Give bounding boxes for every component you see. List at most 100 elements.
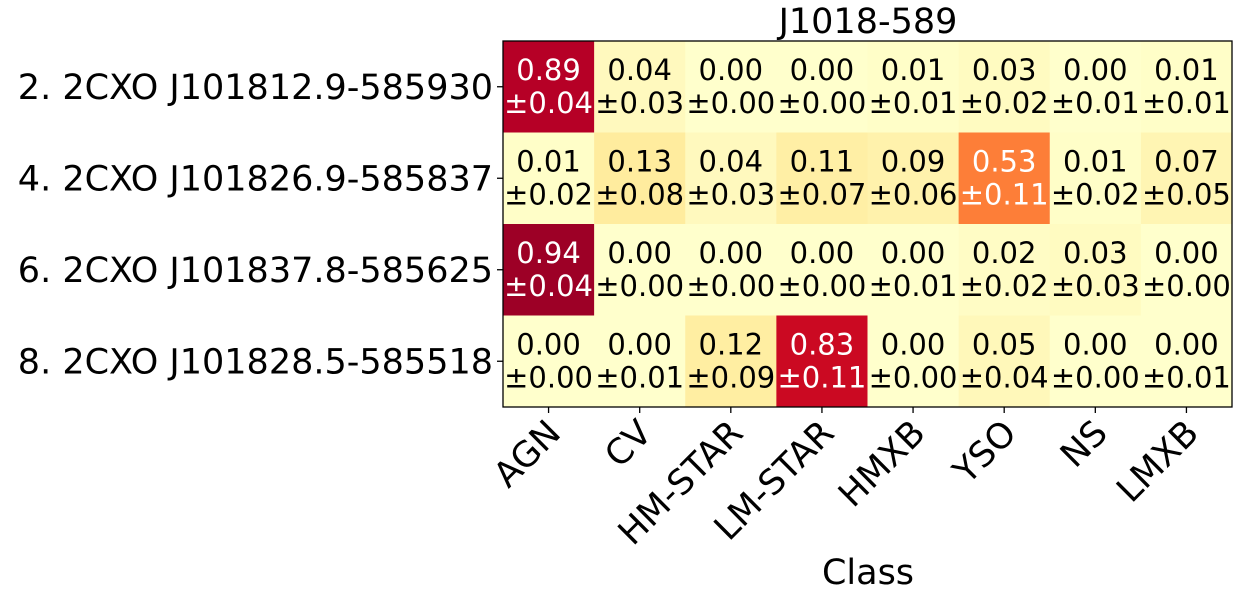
cell-error-label: ±0.00	[1051, 361, 1140, 395]
cell-error-label: ±0.01	[869, 86, 958, 120]
cell-value-label: 0.00	[699, 236, 764, 270]
heatmap-cell	[1140, 315, 1233, 408]
x-tick-label: YSO	[945, 413, 1024, 492]
cell-value-label: 0.00	[790, 236, 855, 270]
heatmap-cell	[867, 132, 960, 225]
cell-error-label: ±0.09	[686, 361, 775, 395]
cell-value-label: 0.07	[1154, 145, 1219, 179]
cell-error-label: ±0.02	[960, 269, 1049, 303]
cell-error-label: ±0.04	[504, 269, 593, 303]
cell-error-label: ±0.03	[1051, 269, 1140, 303]
cell-error-label: ±0.00	[778, 86, 867, 120]
cell-error-label: ±0.01	[595, 361, 684, 395]
cell-value-label: 0.00	[1154, 328, 1219, 362]
cell-value-label: 0.00	[881, 328, 946, 362]
cell-error-label: ±0.00	[595, 269, 684, 303]
heatmap-cell	[958, 315, 1051, 408]
cell-value-label: 0.01	[1154, 53, 1219, 87]
heatmap-cell	[958, 224, 1051, 316]
cell-error-label: ±0.01	[1142, 86, 1231, 120]
heatmap-cells: 0.89±0.040.04±0.030.00±0.000.00±0.000.01…	[503, 41, 1233, 408]
cell-value-label: 0.01	[516, 145, 581, 179]
cell-value-label: 0.11	[790, 145, 855, 179]
heatmap-cell	[1049, 132, 1142, 225]
heatmap-cell	[503, 224, 595, 316]
cell-error-label: ±0.05	[1142, 178, 1231, 212]
x-axis-label: Class	[822, 553, 914, 593]
heatmap-cell	[594, 132, 686, 225]
cell-value-label: 0.94	[516, 236, 581, 270]
y-tick-label: 8. 2CXO J101828.5-585518	[18, 342, 493, 382]
plot-frame	[502, 40, 1233, 408]
cell-value-label: 0.05	[972, 328, 1037, 362]
heatmap-cell	[503, 315, 595, 408]
y-tick-label: 2. 2CXO J101812.9-585930	[18, 68, 493, 108]
heatmap-cell	[958, 132, 1051, 225]
cell-value-label: 0.00	[607, 328, 672, 362]
heatmap-cell	[503, 132, 595, 225]
cell-error-label: ±0.06	[869, 178, 958, 212]
heatmap-cell	[685, 224, 777, 316]
cell-error-label: ±0.02	[504, 178, 593, 212]
cell-error-label: ±0.00	[869, 361, 958, 395]
cell-value-label: 0.00	[1154, 236, 1219, 270]
cell-value-label: 0.00	[699, 53, 764, 87]
cell-error-label: ±0.01	[1051, 86, 1140, 120]
x-tick-label: HMXB	[831, 413, 933, 515]
cell-error-label: ±0.03	[595, 86, 684, 120]
heatmap-cell	[1049, 41, 1142, 133]
x-tick-label: LMXB	[1109, 413, 1206, 510]
cell-error-label: ±0.02	[960, 86, 1049, 120]
cell-value-label: 0.00	[516, 328, 581, 362]
cell-value-label: 0.03	[972, 53, 1037, 87]
cell-value-label: 0.53	[972, 145, 1037, 179]
y-tick-label: 4. 2CXO J101826.9-585837	[18, 159, 493, 199]
cell-error-label: ±0.00	[686, 269, 775, 303]
heatmap-cell	[594, 41, 686, 133]
cell-value-label: 0.89	[516, 53, 581, 87]
cell-error-label: ±0.11	[960, 178, 1049, 212]
cell-error-label: ±0.00	[778, 269, 867, 303]
cell-error-label: ±0.04	[960, 361, 1049, 395]
y-axis: 2. 2CXO J101812.9-585930 4. 2CXO J101826.…	[18, 68, 503, 382]
cell-value-label: 0.00	[790, 53, 855, 87]
cell-error-label: ±0.01	[869, 269, 958, 303]
x-tick-label: CV	[598, 413, 661, 476]
cell-value-label: 0.09	[881, 145, 946, 179]
heatmap-cell	[776, 224, 868, 316]
cell-value-label: 0.01	[1063, 145, 1128, 179]
heatmap-cell	[685, 41, 777, 133]
x-tick-label: AGN	[486, 413, 568, 495]
cell-error-label: ±0.08	[595, 178, 684, 212]
cell-error-label: ±0.00	[686, 86, 775, 120]
heatmap-cell	[685, 315, 777, 408]
heatmap-cell	[1140, 224, 1233, 316]
cell-value-label: 0.00	[607, 236, 672, 270]
cell-value-label: 0.12	[699, 328, 764, 362]
heatmap-cell	[503, 41, 595, 133]
cell-value-label: 0.00	[1063, 328, 1128, 362]
cell-value-label: 0.04	[607, 53, 672, 87]
cell-error-label: ±0.11	[778, 361, 867, 395]
heatmap-cell	[867, 315, 960, 408]
cell-error-label: ±0.07	[778, 178, 867, 212]
cell-error-label: ±0.03	[686, 178, 775, 212]
cell-error-label: ±0.00	[1142, 269, 1231, 303]
chart-title: J1018-589	[777, 2, 958, 42]
cell-value-label: 0.02	[972, 236, 1037, 270]
cell-value-label: 0.83	[790, 328, 855, 362]
cell-error-label: ±0.00	[504, 361, 593, 395]
heatmap-cell	[1049, 315, 1142, 408]
cell-error-label: ±0.04	[504, 86, 593, 120]
heatmap-cell	[594, 224, 686, 316]
cell-value-label: 0.03	[1063, 236, 1128, 270]
heatmap-cell	[594, 315, 686, 408]
heatmap-cell	[776, 132, 868, 225]
heatmap-cell	[867, 224, 960, 316]
heatmap-cell	[1140, 41, 1233, 133]
cell-value-label: 0.01	[881, 53, 946, 87]
cell-value-label: 0.04	[699, 145, 764, 179]
heatmap-cell	[867, 41, 960, 133]
